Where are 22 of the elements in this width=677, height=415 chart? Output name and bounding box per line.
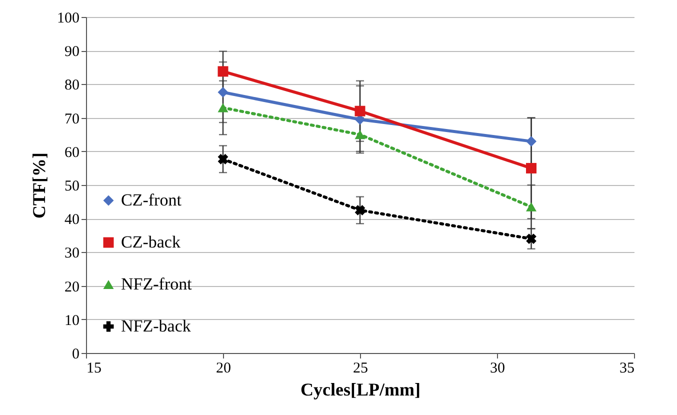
x-tick-label: 20 <box>216 360 231 376</box>
y-tick-label: 100 <box>57 10 80 26</box>
y-tick-label: 60 <box>64 144 80 161</box>
y-tick-label: 90 <box>64 44 80 60</box>
y-tick-label: 10 <box>64 312 80 329</box>
legend-label: NFZ-back <box>121 316 192 336</box>
x-axis-title: Cycles[LP/mm] <box>300 380 420 400</box>
legend-label: CZ-front <box>121 190 182 210</box>
x-tick-label: 25 <box>353 360 368 376</box>
y-tick-label: 70 <box>64 111 80 128</box>
x-tick-label: 30 <box>490 360 505 376</box>
legend-label: CZ-back <box>121 232 181 252</box>
x-tick-label: 35 <box>620 360 634 376</box>
y-tick-label: 50 <box>64 178 80 194</box>
y-tick-label: 80 <box>64 78 80 94</box>
y-tick-label: 0 <box>72 346 80 362</box>
y-axis-title: CTF[%] <box>29 152 49 218</box>
x-tick-label: 15 <box>86 360 102 376</box>
y-tick-label: 20 <box>64 279 80 296</box>
legend-label: NFZ-front <box>121 274 192 294</box>
y-tick-label: 40 <box>64 212 80 228</box>
y-tick-label: 30 <box>64 246 80 262</box>
